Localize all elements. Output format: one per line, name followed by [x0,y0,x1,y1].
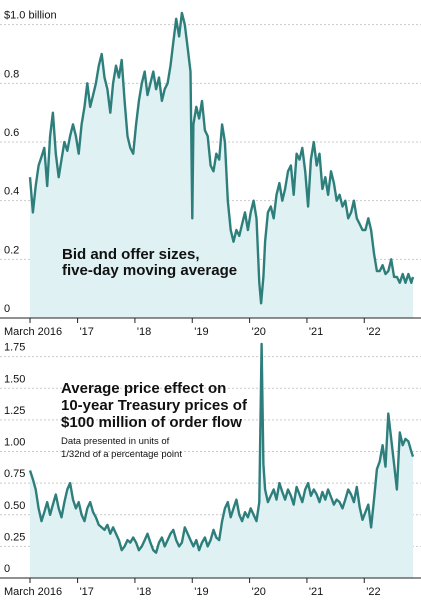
x-tick-label: '19 [194,586,208,598]
y-tick-label: 0.75 [4,468,25,480]
note-line-2: 1/32nd of a percentage point [61,449,182,460]
x-tick-label: '18 [137,326,151,338]
y-tick-label: 1.75 [4,342,25,354]
y-tick-label: 0.50 [4,500,25,512]
note-line-1: Data presented in units of [61,436,170,447]
price-effect-annotation: Average price effect on 10-year Treasury… [61,380,248,460]
annotation-line-1: Bid and offer sizes, [62,246,200,263]
annotation-line-1: Average price effect on [61,380,226,397]
bid-offer-size-chart: $1.0 billion 0.8 0.6 0.4 0.2 0 March 2016 '17 '… [0,10,421,338]
x-tick-label: '21 [309,586,323,598]
y-tick-label: 0.2 [4,244,19,256]
y-tick-label: 0.8 [4,68,19,80]
annotation-line-3: $100 million of order flow [61,414,242,431]
x-tick-label: March 2016 [4,326,62,338]
y-tick-label: 0.25 [4,531,25,543]
x-tick-label: '20 [252,326,266,338]
y-tick-label: 1.50 [4,373,25,385]
y-tick-label: 0.6 [4,127,19,139]
x-tick-label: '20 [252,586,266,598]
y-tick-label: 1.00 [4,437,25,449]
x-tick-label: '21 [309,326,323,338]
x-tick-label: '22 [366,326,380,338]
price-effect-area [30,344,413,578]
price-effect-chart: 1.75 1.50 1.25 1.00 0.75 0.50 0.25 0 March 2016… [0,342,421,598]
price-effect-line [28,342,415,554]
annotation-line-2: five-day moving average [62,262,237,279]
x-tick-label: '17 [80,586,94,598]
y-tick-label: $1.0 billion [4,10,57,22]
x-tick-label: March 2016 [4,586,62,598]
bid-offer-line [28,11,415,305]
y-tick-label: 0 [4,563,10,575]
bid-offer-annotation: Bid and offer sizes, five-day moving ave… [62,246,237,279]
y-tick-label: 0.4 [4,186,19,198]
x-tick-label: '19 [194,326,208,338]
x-tick-label: '22 [366,586,380,598]
y-tick-label: 1.25 [4,405,25,417]
x-tick-label: '18 [137,586,151,598]
bid-offer-area [30,12,413,319]
x-tick-label: '17 [80,326,94,338]
annotation-line-2: 10-year Treasury prices of [61,397,248,414]
y-tick-label: 0 [4,303,10,315]
